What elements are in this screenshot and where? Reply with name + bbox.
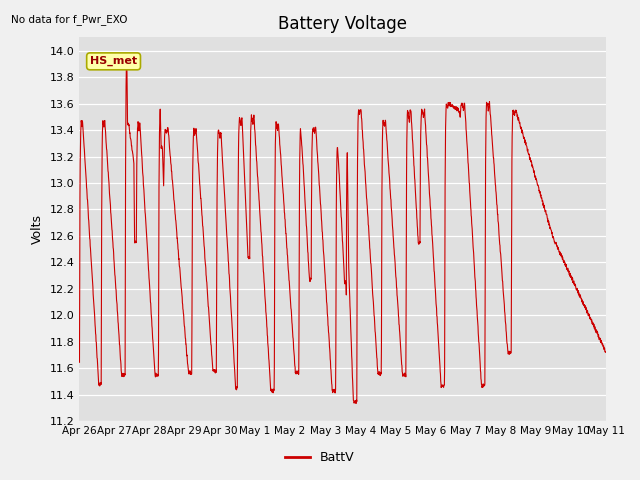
Y-axis label: Volts: Volts [31, 215, 44, 244]
Title: Battery Voltage: Battery Voltage [278, 15, 407, 33]
Text: No data for f_Pwr_EXO: No data for f_Pwr_EXO [11, 14, 127, 25]
Text: HS_met: HS_met [90, 56, 137, 66]
Legend: BattV: BattV [280, 446, 360, 469]
